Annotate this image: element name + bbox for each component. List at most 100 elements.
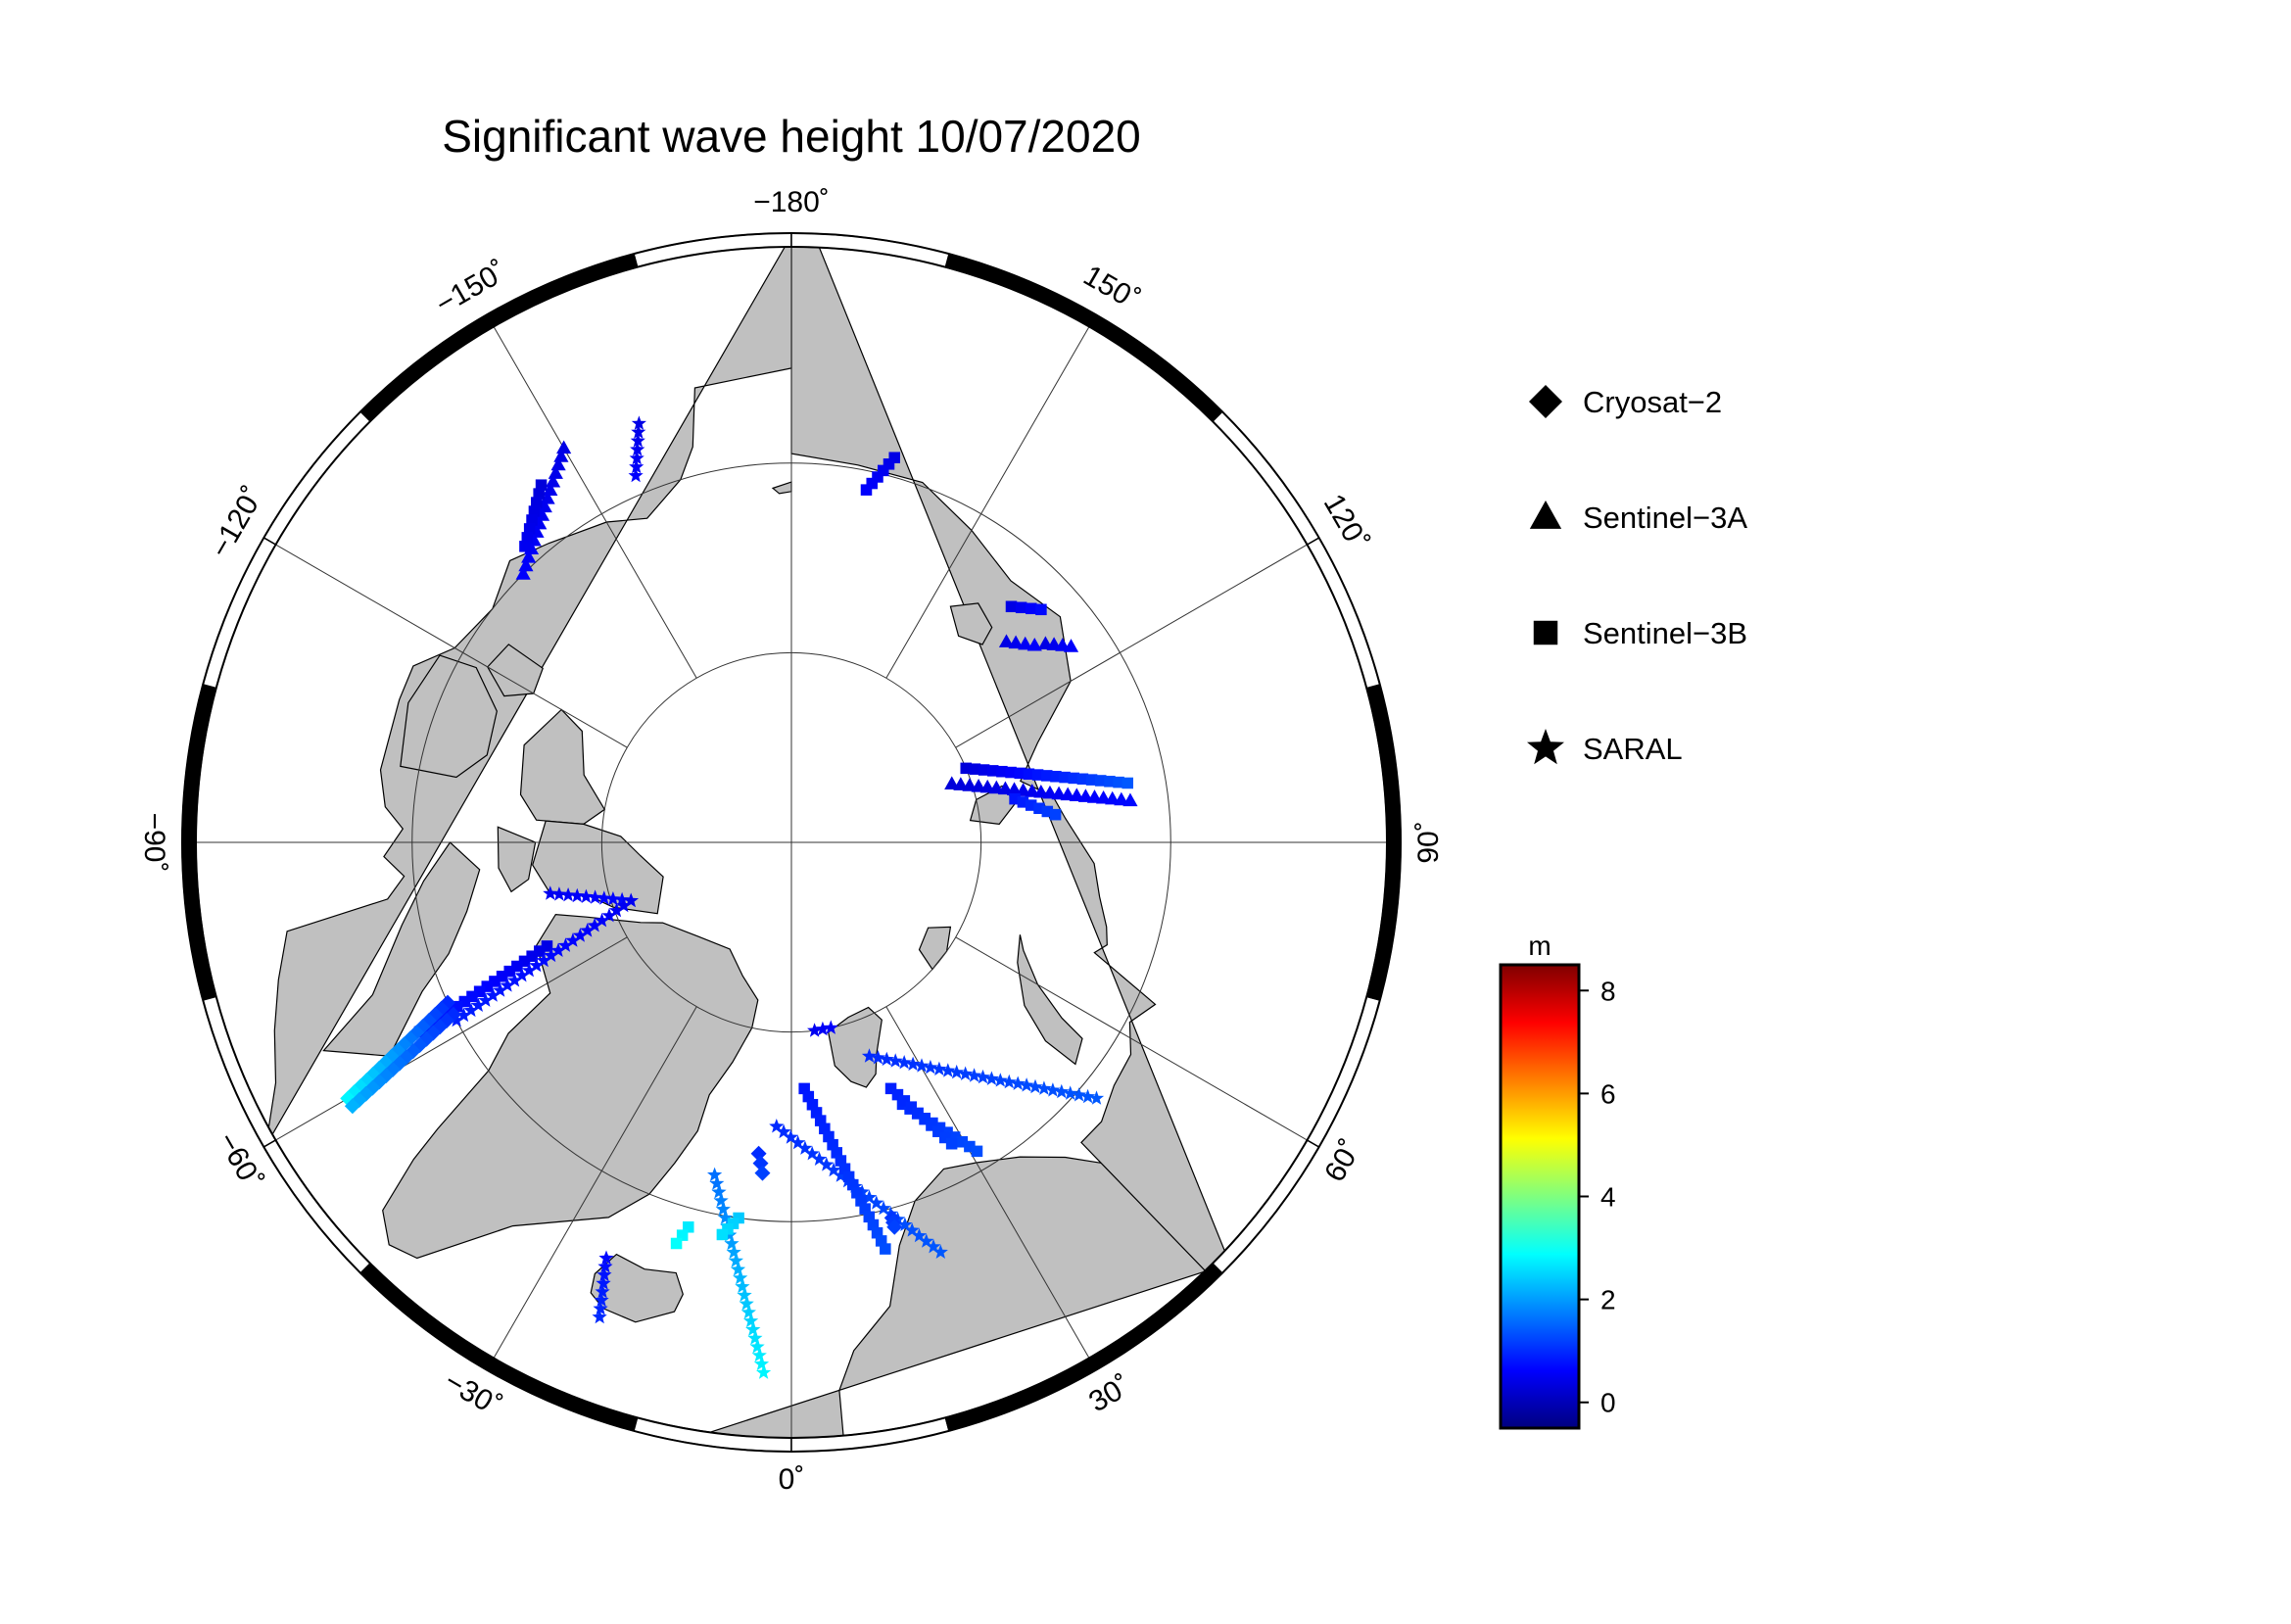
track-point (557, 937, 573, 952)
track-point (1026, 602, 1037, 615)
land-svalbard (828, 1006, 883, 1088)
track-point (595, 1283, 610, 1299)
track-point (629, 458, 644, 474)
track-square (1005, 600, 1047, 616)
track-point (556, 440, 572, 454)
track-point (823, 1130, 835, 1143)
track-diamond (750, 1145, 771, 1181)
track-point (807, 1023, 823, 1037)
track-point (945, 1137, 958, 1150)
track-point (526, 514, 538, 526)
land-banks-island (487, 644, 544, 697)
track-point (470, 997, 486, 1012)
track-point (863, 1211, 876, 1223)
track-square (519, 479, 548, 552)
track-point (1017, 796, 1029, 808)
track-point (923, 1059, 938, 1075)
track-point (1085, 774, 1098, 786)
track-point (1033, 784, 1049, 798)
track-point (1041, 805, 1054, 818)
track-point (823, 1020, 838, 1034)
track-point (592, 1309, 607, 1324)
track-point (949, 1064, 965, 1079)
legend-item-star: SARAL (1527, 729, 1683, 766)
track-point (536, 952, 551, 968)
colorbar-tick-label: 4 (1600, 1182, 1616, 1213)
track-point (871, 1226, 883, 1239)
track-square (884, 1082, 958, 1150)
track-point (614, 891, 630, 907)
track-point (940, 1063, 956, 1077)
track-point (587, 918, 602, 932)
track-point (1016, 783, 1031, 796)
track-triangle (1037, 636, 1079, 652)
track-point (1014, 767, 1026, 780)
legend: Cryosat−2 Sentinel−3A Sentinel−3B SARAL (1527, 385, 1747, 766)
legend-label: Cryosat−2 (1583, 385, 1722, 419)
track-star (628, 415, 646, 483)
longitude-label: −180˚ (753, 186, 830, 218)
track-point (521, 962, 537, 978)
track-point (971, 778, 986, 792)
polar-map: −180˚150˚120˚90˚60˚30˚0˚−30˚−60˚−90˚−120… (138, 186, 1445, 1496)
track-point (1008, 635, 1024, 649)
track-point (597, 1266, 612, 1282)
track-point (875, 1235, 887, 1247)
track-point (724, 1235, 740, 1251)
track-point (953, 777, 969, 790)
track-point (1023, 768, 1035, 780)
track-point (344, 1098, 360, 1115)
track-point (966, 1068, 982, 1082)
track-square (798, 1082, 891, 1255)
track-point (716, 1228, 729, 1241)
track-point (485, 987, 501, 1002)
track-point (545, 473, 561, 488)
track-point (1045, 1082, 1061, 1097)
track-point (978, 764, 990, 776)
track-point (1077, 788, 1093, 802)
track-point (1035, 603, 1047, 616)
track-point (550, 456, 566, 471)
track-point (1042, 785, 1058, 799)
track-point (833, 1168, 848, 1182)
track-point (1113, 776, 1124, 788)
track-point (962, 778, 978, 791)
track-diamond (883, 1210, 903, 1235)
track-point (827, 1138, 838, 1151)
track-point (932, 1244, 948, 1259)
track-point (975, 1069, 991, 1084)
track-point (964, 1140, 976, 1153)
track-point (518, 557, 534, 572)
track-point (879, 1051, 894, 1067)
legend-label: Sentinel−3A (1583, 501, 1747, 535)
track-point (551, 886, 567, 901)
meridian-line (955, 534, 1324, 748)
track-point (769, 1119, 785, 1133)
track-point (883, 458, 895, 470)
track-point (737, 1287, 752, 1302)
track-point (804, 1146, 820, 1161)
track-point (1031, 769, 1044, 781)
track-point (1005, 600, 1018, 613)
track-point (605, 891, 621, 906)
track-point (860, 484, 873, 496)
track-point (896, 1055, 912, 1070)
track-point (543, 885, 558, 900)
track-point (919, 1113, 931, 1125)
track-point (997, 781, 1014, 795)
meridian-line (483, 310, 697, 679)
track-point (535, 479, 548, 491)
track-point (958, 1066, 974, 1080)
longitude-label: 150˚ (1078, 260, 1146, 317)
track-star (449, 892, 639, 1027)
track-point (1060, 787, 1075, 801)
track-point (521, 549, 537, 563)
track-point (969, 763, 981, 775)
track-point (1059, 771, 1071, 784)
satellite-tracks (340, 415, 1138, 1379)
track-triangle (944, 776, 1138, 807)
meridian-line (259, 534, 628, 748)
longitude-label: 30˚ (1083, 1369, 1136, 1418)
track-point (709, 1175, 725, 1190)
